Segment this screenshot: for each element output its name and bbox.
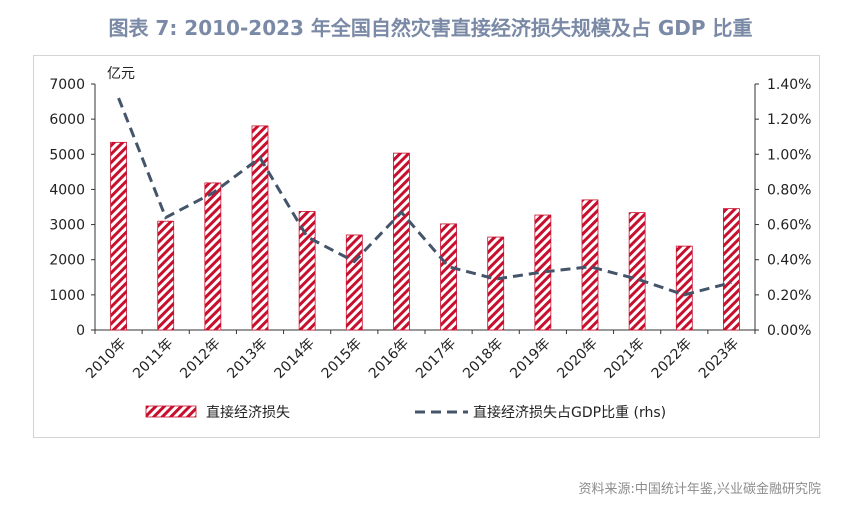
right-tick-label: 1.20% xyxy=(767,112,811,128)
bar xyxy=(487,236,505,331)
x-tick-label: 2012年 xyxy=(177,336,223,382)
bar xyxy=(345,234,363,331)
x-tick-label: 2013年 xyxy=(224,336,270,382)
x-tick-label: 2018年 xyxy=(460,336,506,382)
bar xyxy=(204,182,222,331)
right-tick-label: 0.20% xyxy=(767,288,811,304)
line-group xyxy=(117,97,732,297)
legend-bar-label: 直接经济损失 xyxy=(206,404,290,421)
bar xyxy=(440,223,457,331)
x-tick-label: 2011年 xyxy=(130,336,176,382)
left-tick-label: 0 xyxy=(76,323,85,339)
left-tick-label: 4000 xyxy=(49,182,85,198)
x-tick-label: 2020年 xyxy=(554,336,600,382)
x-tick-label: 2017年 xyxy=(413,336,459,382)
right-tick-label: 0.00% xyxy=(767,323,811,339)
bars-group xyxy=(110,125,740,331)
bar xyxy=(628,212,646,331)
x-tick-label: 2021年 xyxy=(602,336,648,382)
right-tick-label: 1.00% xyxy=(767,147,811,163)
bar xyxy=(723,208,740,331)
left-tick-label: 5000 xyxy=(49,147,85,163)
x-tick-label: 2010年 xyxy=(83,336,129,382)
bar xyxy=(393,152,410,331)
legend-line-label: 直接经济损失占GDP比重 (rhs) xyxy=(473,404,666,421)
axes-group xyxy=(91,83,759,334)
right-tick-label: 1.40% xyxy=(767,77,811,93)
legend-bar-swatch xyxy=(145,405,197,418)
right-tick-label: 0.40% xyxy=(767,253,811,269)
x-tick-label: 2022年 xyxy=(649,336,695,382)
left-tick-label: 2000 xyxy=(49,253,85,269)
source-note: 资料来源:中国统计年鉴,兴业碳金融研究院 xyxy=(578,482,821,497)
bar xyxy=(110,141,127,331)
x-tick-label: 2014年 xyxy=(272,336,318,382)
left-tick-label: 7000 xyxy=(49,77,85,93)
left-tick-label: 3000 xyxy=(49,218,85,234)
legend-group: 直接经济损失 直接经济损失占GDP比重 (rhs) xyxy=(145,404,666,421)
chart-frame xyxy=(33,55,820,438)
bar xyxy=(157,220,175,331)
x-tick-label: 2023年 xyxy=(696,336,742,382)
bar xyxy=(675,245,693,331)
y-unit-label: 亿元 xyxy=(107,66,135,82)
left-tick-label: 6000 xyxy=(49,112,85,128)
x-tick-label: 2015年 xyxy=(319,336,365,382)
bar xyxy=(251,125,269,331)
x-tick-label: 2016年 xyxy=(366,336,412,382)
right-tick-label: 0.80% xyxy=(767,182,811,198)
right-tick-label: 0.60% xyxy=(767,218,811,234)
ratio-line xyxy=(117,97,732,297)
chart-title: 图表 7: 2010-2023 年全国自然灾害直接经济损失规模及占 GDP 比重 xyxy=(108,16,753,40)
left-tick-label: 1000 xyxy=(49,288,85,304)
bar xyxy=(581,199,599,331)
x-tick-label: 2019年 xyxy=(507,336,553,382)
bar xyxy=(298,211,316,331)
